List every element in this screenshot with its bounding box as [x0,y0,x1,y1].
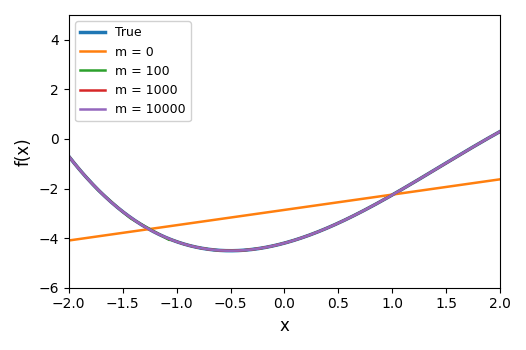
m = 0 [66,238,72,243]
True [274,243,280,247]
True [323,226,329,231]
Line: m = 10000: m = 10000 [69,132,500,251]
Legend: True, m = 0, m = 100, m = 1000, m = 10000: True, m = 0, m = 100, m = 1000, m = 1000… [75,21,190,121]
m = 0 [497,177,503,181]
m = 0 [273,209,279,213]
m = 10000 [497,130,503,134]
m = 100 [271,244,278,248]
m = 1000 [488,135,494,139]
True [66,154,72,159]
m = 100 [300,235,306,239]
m = 1000 [274,243,280,247]
m = 10000 [274,243,280,247]
Line: m = 1000: m = 1000 [69,132,500,251]
m = 10000 [488,135,494,139]
True [227,248,234,253]
m = 0 [299,205,305,210]
X-axis label: x: x [279,317,289,335]
m = 10000 [420,175,426,179]
m = 1000 [66,154,72,159]
m = 1000 [300,235,306,239]
m = 1000 [420,175,426,179]
m = 1000 [323,226,329,231]
m = 10000 [300,235,306,239]
True [300,235,306,239]
m = 1000 [227,248,234,253]
m = 10000 [271,244,278,248]
True [497,130,503,134]
m = 100 [420,175,426,179]
Line: m = 0: m = 0 [69,179,500,240]
m = 0 [322,202,329,206]
m = 100 [488,135,494,139]
m = 0 [270,209,277,214]
Line: m = 100: m = 100 [69,132,500,251]
Y-axis label: f(x): f(x) [15,137,33,166]
m = 100 [274,243,280,247]
True [271,244,278,248]
m = 100 [229,248,235,253]
True [488,135,494,139]
m = 1000 [271,244,278,248]
m = 0 [419,188,426,193]
m = 100 [497,130,503,134]
m = 100 [66,154,72,159]
m = 10000 [227,248,234,253]
m = 0 [487,179,493,183]
m = 10000 [66,154,72,159]
m = 1000 [497,130,503,134]
True [420,175,426,179]
m = 100 [323,226,329,231]
m = 10000 [323,226,329,231]
Line: True: True [69,132,500,251]
